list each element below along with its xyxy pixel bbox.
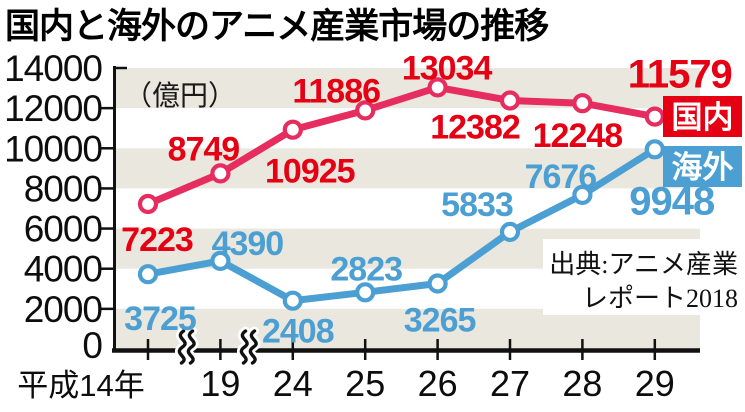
x-tick-label: 24	[273, 363, 313, 404]
legend-domestic-badge: 国内	[663, 96, 742, 137]
axis-break-marks	[175, 326, 261, 368]
x-tick-label: 26	[418, 363, 458, 404]
legend-overseas-label: 海外	[672, 150, 734, 185]
overseas-value-label: 3265	[404, 302, 476, 340]
domestic-data-point	[355, 100, 376, 121]
y-tick-label: 14000	[4, 48, 102, 89]
domestic-data-point	[427, 77, 448, 98]
overseas-data-point	[572, 184, 593, 205]
domestic-value-label: 13034	[402, 49, 493, 87]
x-tick-label: 29	[635, 363, 675, 404]
overseas-data-point	[427, 273, 448, 294]
axis-break-mark	[177, 329, 187, 365]
stripe-band	[116, 308, 700, 349]
legend-domestic-label: 国内	[672, 100, 734, 135]
overseas-line	[144, 145, 659, 305]
y-tick-label: 8000	[24, 168, 103, 209]
overseas-value-label: 2408	[262, 313, 334, 351]
domestic-data-point	[572, 93, 593, 114]
x-tick-label: 19	[200, 363, 240, 404]
x-tick-label: 28	[562, 363, 602, 404]
overseas-data-point	[355, 282, 376, 303]
series-lines	[137, 77, 665, 311]
domestic-data-point	[137, 193, 159, 215]
domestic-value-label: 10925	[265, 153, 355, 191]
axis-break-mark	[239, 329, 249, 365]
x-tick-label: 平成14年	[17, 368, 144, 403]
domestic-value-label: 8749	[168, 130, 240, 168]
y-tick-label: 6000	[24, 209, 103, 250]
overseas-data-point	[282, 290, 303, 311]
axis-break-mark	[248, 329, 258, 365]
overseas-value-label: 4390	[212, 225, 284, 263]
y-tick-label: 10000	[4, 128, 102, 169]
page-title: 国内と海外のアニメ産業市場の推移	[5, 7, 549, 46]
source-note-bg	[543, 239, 745, 315]
overseas-data-point	[210, 250, 231, 271]
domestic-value-label: 11579	[628, 53, 732, 97]
domestic-data-point	[644, 106, 665, 127]
x-tick-label: 27	[490, 363, 530, 404]
overseas-data-point	[137, 264, 159, 285]
domestic-value-label: 7223	[121, 221, 193, 259]
unit-label: （億円）	[124, 80, 236, 111]
y-tick-label: 4000	[24, 249, 103, 290]
domestic-value-label: 11886	[292, 72, 380, 110]
domestic-data-point	[499, 90, 521, 111]
overseas-value-label: 5833	[441, 186, 513, 224]
domestic-data-point	[282, 119, 303, 140]
domestic-value-label: 12382	[430, 109, 520, 147]
y-tick-label: 12000	[4, 88, 102, 129]
overseas-value-label: 3725	[124, 300, 196, 338]
y-tick-label: 0	[82, 325, 102, 366]
overseas-value-label: 2823	[330, 250, 402, 288]
axis-break-mark	[186, 329, 196, 365]
stripe-band	[116, 68, 700, 109]
x-tick-label: 25	[345, 363, 385, 404]
y-tick-label: 2000	[24, 289, 103, 330]
domestic-data-point	[210, 163, 231, 184]
overseas-value-label: 7676	[525, 158, 597, 196]
domestic-value-label: 12248	[533, 117, 623, 155]
overseas-data-point	[499, 221, 521, 242]
overseas-data-point	[644, 139, 665, 160]
source-note-line1: 出典:アニメ産業	[549, 250, 738, 279]
source-note-line2: レポート2018	[582, 284, 738, 313]
legend-overseas-badge: 海外	[663, 146, 742, 187]
domestic-line	[144, 83, 659, 208]
